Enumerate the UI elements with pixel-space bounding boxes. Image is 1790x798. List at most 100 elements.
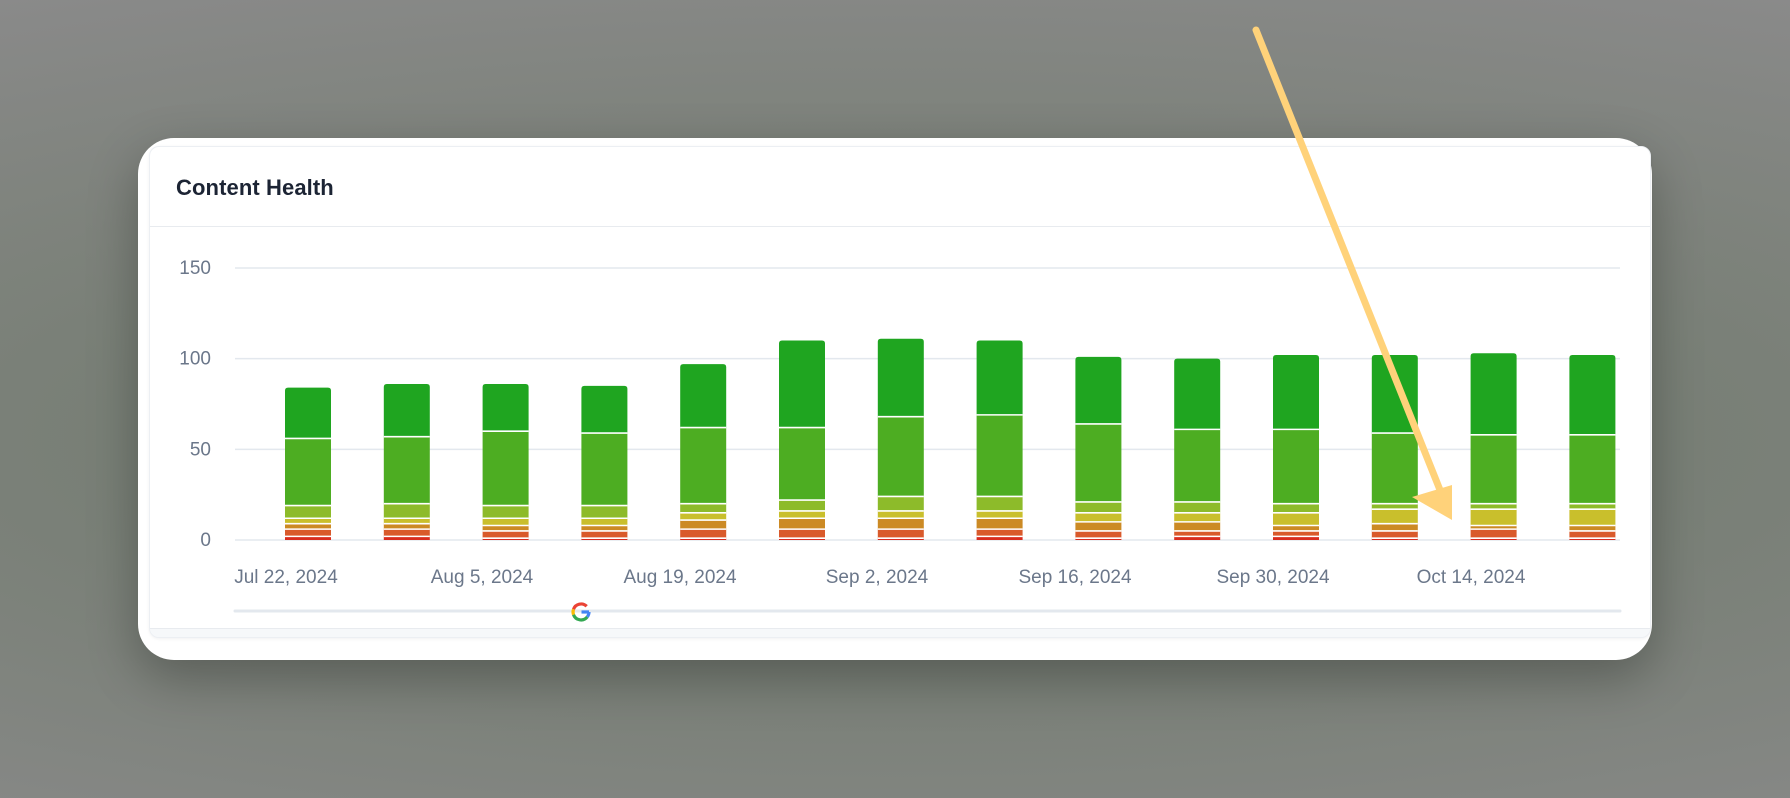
bar-segment	[285, 505, 331, 519]
bar-segment	[1569, 355, 1616, 435]
bar-segment	[482, 518, 529, 526]
bar-segment	[1174, 512, 1221, 522]
bar-stack[interactable]	[285, 387, 331, 540]
bar-segment	[1075, 423, 1122, 502]
bar-segment	[581, 505, 628, 519]
bar-segment	[383, 518, 430, 524]
bar-segment	[779, 340, 825, 428]
bar-segment	[680, 364, 727, 428]
card-title: Content Health	[176, 175, 334, 200]
bar-stack[interactable]	[1569, 355, 1616, 540]
bar-segment	[1470, 353, 1517, 435]
y-axis-ticks: 0 50 100 150	[179, 258, 211, 551]
bar-stack[interactable]	[1470, 353, 1517, 540]
x-axis-ticks: Jul 22, 2024 Aug 5, 2024 Aug 19, 2024 Sep 2…	[234, 567, 1526, 588]
bar-segment	[1470, 503, 1517, 510]
bar-segment	[1174, 358, 1221, 430]
bar-segment	[1470, 538, 1517, 540]
bar-segment	[285, 536, 331, 540]
bar-segment	[1371, 509, 1418, 524]
bar-stack[interactable]	[1174, 358, 1221, 540]
bar-segment	[1569, 434, 1616, 504]
bar-segment	[581, 433, 628, 506]
bar-segment	[680, 512, 727, 521]
bar-segment	[581, 518, 628, 526]
bar-stack[interactable]	[482, 384, 529, 540]
bar-segment	[285, 529, 331, 537]
bar-segment	[877, 518, 924, 530]
card-footer	[150, 628, 1650, 637]
bar-segment	[581, 385, 628, 434]
y-tick-label: 50	[190, 439, 211, 460]
bar-segment	[1174, 501, 1221, 513]
x-tick-label: Aug 19, 2024	[623, 567, 736, 588]
bar-segment	[779, 510, 825, 519]
bar-segment	[482, 530, 529, 539]
x-tick-label: Oct 14, 2024	[1417, 567, 1526, 588]
arrow-pointer-icon	[1252, 26, 1452, 520]
bar-segment	[1470, 525, 1517, 530]
bar-segment	[877, 510, 924, 519]
bar-stack[interactable]	[383, 384, 430, 540]
bar-segment	[482, 525, 529, 531]
bar-segment	[1075, 521, 1122, 531]
bar-segment	[976, 510, 1023, 519]
x-tick-label: Sep 30, 2024	[1216, 567, 1329, 588]
bar-stack[interactable]	[779, 340, 825, 540]
bar-segment	[1075, 501, 1122, 513]
bar-segment	[1075, 538, 1122, 540]
bar-stack[interactable]	[1075, 356, 1122, 540]
bar-segment	[877, 529, 924, 539]
bar-segment	[1075, 530, 1122, 539]
y-tick-label: 0	[200, 530, 211, 551]
bar-stack[interactable]	[1273, 355, 1319, 540]
bar-segment	[482, 431, 529, 506]
bar-segment	[1273, 503, 1319, 513]
bar-stack[interactable]	[581, 385, 628, 540]
y-tick-label: 100	[179, 349, 211, 370]
bar-segment	[1569, 525, 1616, 531]
bar-stack[interactable]	[680, 364, 727, 540]
bar-segment	[680, 427, 727, 504]
bar-segment	[383, 523, 430, 530]
bar-segment	[779, 538, 825, 540]
bar-segment	[1273, 512, 1319, 526]
bar-stack[interactable]	[976, 340, 1023, 540]
bar-segment	[680, 520, 727, 530]
bar-segment	[1371, 538, 1418, 540]
bar-segment	[482, 538, 529, 540]
bar-segment	[1371, 503, 1418, 510]
bar-segment	[1569, 538, 1616, 540]
bar-segment	[1470, 434, 1517, 504]
event-timeline	[233, 602, 1622, 622]
bar-segment	[1273, 536, 1319, 540]
bar-segment	[1371, 433, 1418, 504]
bar-segment	[482, 384, 529, 432]
bar-segment	[1569, 503, 1616, 510]
google-g-icon[interactable]	[571, 602, 591, 622]
bar-segment	[680, 503, 727, 513]
bar-segment	[680, 538, 727, 540]
bar-segment	[1273, 355, 1319, 430]
bar-segment	[1174, 530, 1221, 537]
bar-segment	[1371, 530, 1418, 539]
bar-segment	[976, 529, 1023, 537]
bar-segment	[1273, 530, 1319, 537]
bar-segment	[383, 503, 430, 519]
x-tick-label: Jul 22, 2024	[234, 567, 338, 588]
bar-segment	[383, 529, 430, 537]
bar-segment	[877, 496, 924, 511]
y-tick-label: 150	[179, 258, 211, 279]
bar-segment	[285, 523, 331, 530]
bar-segment	[976, 536, 1023, 540]
bar-segment	[779, 427, 825, 501]
bar-stack[interactable]	[877, 338, 924, 540]
bar-segment	[976, 340, 1023, 415]
bar-segment	[581, 538, 628, 540]
bar-segment	[877, 416, 924, 497]
bars	[285, 338, 1616, 540]
bar-segment	[680, 529, 727, 539]
bar-segment	[581, 525, 628, 531]
bar-segment	[285, 387, 331, 439]
